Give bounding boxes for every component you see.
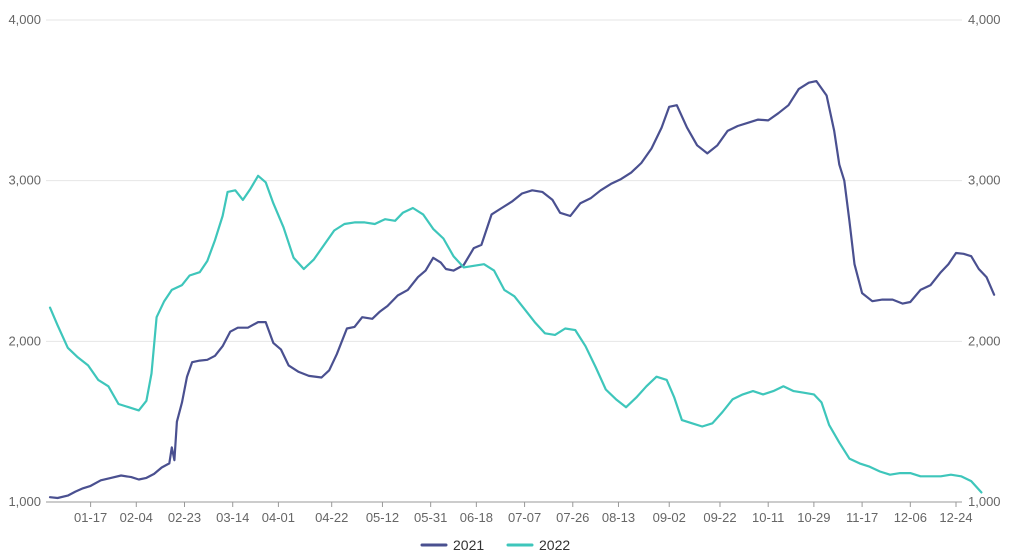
x-tick-label: 05-31 xyxy=(414,510,447,525)
x-tick-label: 07-07 xyxy=(508,510,541,525)
series-line-2022 xyxy=(48,174,983,494)
y-tick-label-right: 2,000 xyxy=(968,333,1001,348)
y-tick-label-right: 1,000 xyxy=(968,494,1001,509)
legend-item-2021[interactable]: 2021 xyxy=(420,537,484,553)
x-tick-label: 04-01 xyxy=(262,510,295,525)
x-tick-label: 02-04 xyxy=(120,510,153,525)
series-line-2021 xyxy=(48,79,996,500)
legend-label: 2021 xyxy=(453,537,484,553)
y-tick-label-left: 3,000 xyxy=(8,173,41,188)
x-axis-tick-labels: 01-17 02-04 02-23 03-14 04-01 04-22 05-12 05-31… xyxy=(74,502,973,525)
x-tick-label: 09-02 xyxy=(653,510,686,525)
series-lines xyxy=(48,79,996,500)
legend[interactable]: 2021 2022 xyxy=(420,537,570,553)
x-tick-label: 12-24 xyxy=(939,510,972,525)
legend-label: 2022 xyxy=(539,537,570,553)
y-tick-label-right: 3,000 xyxy=(968,173,1001,188)
gridlines xyxy=(46,19,962,342)
y-axis-right-tick-labels: 1,000 2,000 3,000 4,000 xyxy=(968,12,1001,509)
x-tick-label: 06-18 xyxy=(460,510,493,525)
x-tick-label: 11-17 xyxy=(846,510,878,525)
y-tick-label-left: 2,000 xyxy=(8,333,41,348)
x-tick-label: 10-29 xyxy=(797,510,830,525)
x-tick-label: 08-13 xyxy=(602,510,635,525)
x-tick-label: 12-06 xyxy=(894,510,927,525)
x-tick-label: 04-22 xyxy=(315,510,348,525)
x-tick-label: 02-23 xyxy=(168,510,201,525)
y-tick-label-right: 4,000 xyxy=(968,12,1001,27)
x-tick-label: 09-22 xyxy=(703,510,736,525)
y-tick-label-left: 4,000 xyxy=(8,12,41,27)
legend-item-2022[interactable]: 2022 xyxy=(506,537,570,553)
y-axis-left-tick-labels: 1,000 2,000 3,000 4,000 xyxy=(8,12,41,509)
x-tick-label: 05-12 xyxy=(366,510,399,525)
x-tick-label: 10-11 xyxy=(752,510,784,525)
x-tick-label: 03-14 xyxy=(216,510,249,525)
y-tick-label-left: 1,000 xyxy=(8,494,41,509)
x-tick-label: 01-17 xyxy=(74,510,107,525)
x-tick-label: 07-26 xyxy=(556,510,589,525)
